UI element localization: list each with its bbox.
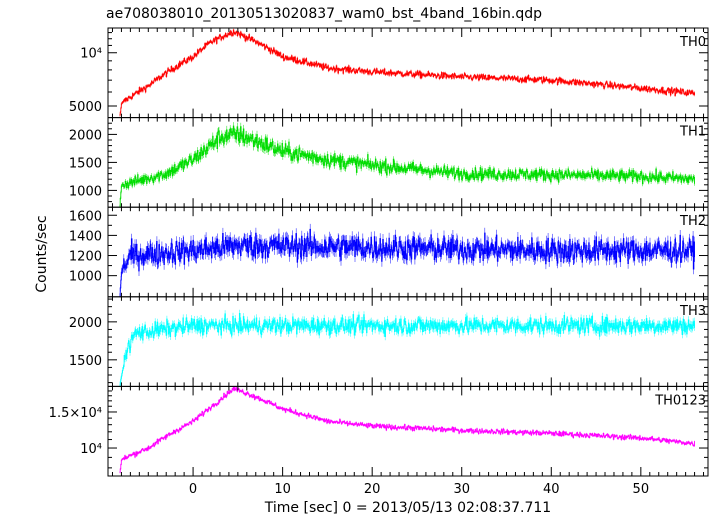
panel-label-th1: TH1 bbox=[679, 125, 706, 140]
y-tick-label: 1000 bbox=[69, 184, 102, 199]
x-tick-label: 0 bbox=[189, 482, 197, 497]
x-tick-label: 40 bbox=[543, 482, 560, 497]
panel-th3: 1500 2000 TH3 bbox=[69, 296, 709, 387]
series-th0 bbox=[119, 28, 695, 117]
y-tick-label: 1600 bbox=[69, 209, 102, 224]
x-axis-label: Time [sec] 0 = 2013/05/13 02:08:37.711 bbox=[264, 500, 551, 516]
panel-label-th0123: TH0123 bbox=[654, 393, 706, 408]
series-th1 bbox=[119, 122, 695, 208]
x-tick-label: 30 bbox=[453, 482, 470, 497]
panel-frame bbox=[107, 296, 709, 387]
panels: 5000 10⁴ TH0 1000 1500 2000 TH1 1000 1200 1400 160… bbox=[49, 27, 709, 497]
panel-th2: 1000 1200 1400 1600 TH2 bbox=[69, 206, 709, 298]
light-curve-line bbox=[119, 29, 695, 116]
y-tick-label: 1.5×10⁴ bbox=[49, 406, 102, 421]
y-tick-label: 1500 bbox=[69, 156, 102, 171]
y-tick-label: 1000 bbox=[69, 270, 102, 285]
chart-title: ae708038010_20130513020837_wam0_bst_4ban… bbox=[106, 6, 542, 22]
panel-th1: 1000 1500 2000 TH1 bbox=[69, 117, 709, 208]
x-tick-label: 10 bbox=[274, 482, 291, 497]
light-curve-line bbox=[119, 125, 695, 207]
error-bars bbox=[119, 223, 695, 297]
y-tick-label: 1400 bbox=[69, 229, 102, 244]
y-tick-label: 5000 bbox=[69, 100, 102, 115]
x-tick-label: 20 bbox=[364, 482, 381, 497]
light-curve-line bbox=[119, 228, 695, 297]
error-bars bbox=[119, 122, 695, 208]
y-tick-label: 1500 bbox=[69, 354, 102, 369]
x-tick-label: 50 bbox=[633, 482, 650, 497]
series-th3 bbox=[119, 309, 695, 387]
y-tick-label: 2000 bbox=[69, 316, 102, 331]
error-bars bbox=[119, 309, 695, 387]
series-th2 bbox=[119, 223, 695, 297]
panel-label-th0: TH0 bbox=[679, 35, 706, 50]
panel-label-th2: TH2 bbox=[679, 214, 706, 229]
y-tick-label: 10⁴ bbox=[80, 47, 102, 62]
panel-label-th3: TH3 bbox=[679, 304, 706, 319]
light-curve-line bbox=[119, 386, 695, 473]
panel-th0123: 10⁴ 1.5×10⁴ TH0123 bbox=[49, 385, 709, 477]
panel-frame bbox=[107, 385, 709, 477]
y-tick-label: 1200 bbox=[69, 250, 102, 265]
y-tick-label: 2000 bbox=[69, 128, 102, 143]
y-axis-label: Counts/sec bbox=[34, 215, 50, 292]
y-tick-label: 10⁴ bbox=[80, 442, 102, 457]
light-curve-line bbox=[119, 312, 695, 387]
series-th0123 bbox=[119, 386, 695, 474]
panel-th0: 5000 10⁴ TH0 bbox=[69, 27, 709, 119]
